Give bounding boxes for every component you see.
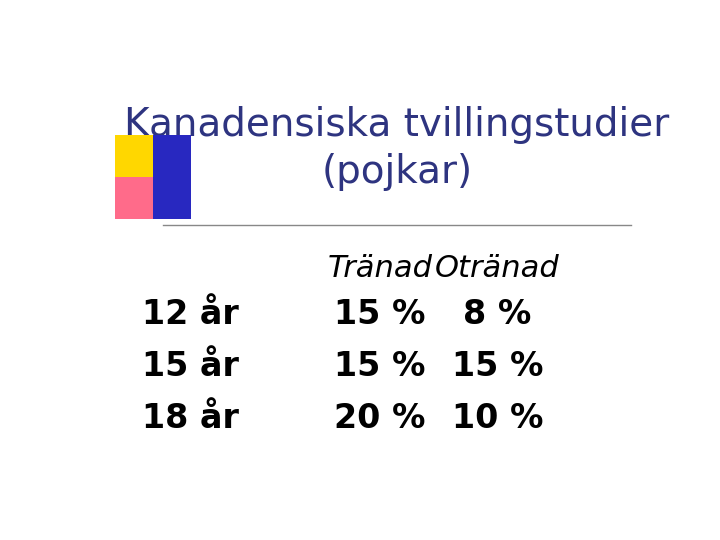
Text: 8 %: 8 % — [463, 298, 531, 330]
Bar — [153, 177, 191, 219]
Text: Tränad: Tränad — [328, 254, 433, 283]
Bar — [153, 136, 191, 177]
Text: 15 år: 15 år — [142, 349, 239, 383]
Text: 10 %: 10 % — [451, 402, 543, 435]
Text: Otränad: Otränad — [435, 254, 559, 283]
Text: Kanadensiska tvillingstudier
(pojkar): Kanadensiska tvillingstudier (pojkar) — [125, 106, 670, 191]
Bar — [115, 136, 153, 177]
Text: 12 år: 12 år — [142, 298, 239, 330]
Text: 15 %: 15 % — [335, 349, 426, 383]
Text: 20 %: 20 % — [335, 402, 426, 435]
Text: 15 %: 15 % — [451, 349, 543, 383]
Bar — [115, 177, 153, 219]
Text: 15 %: 15 % — [335, 298, 426, 330]
Text: 18 år: 18 år — [142, 402, 239, 435]
